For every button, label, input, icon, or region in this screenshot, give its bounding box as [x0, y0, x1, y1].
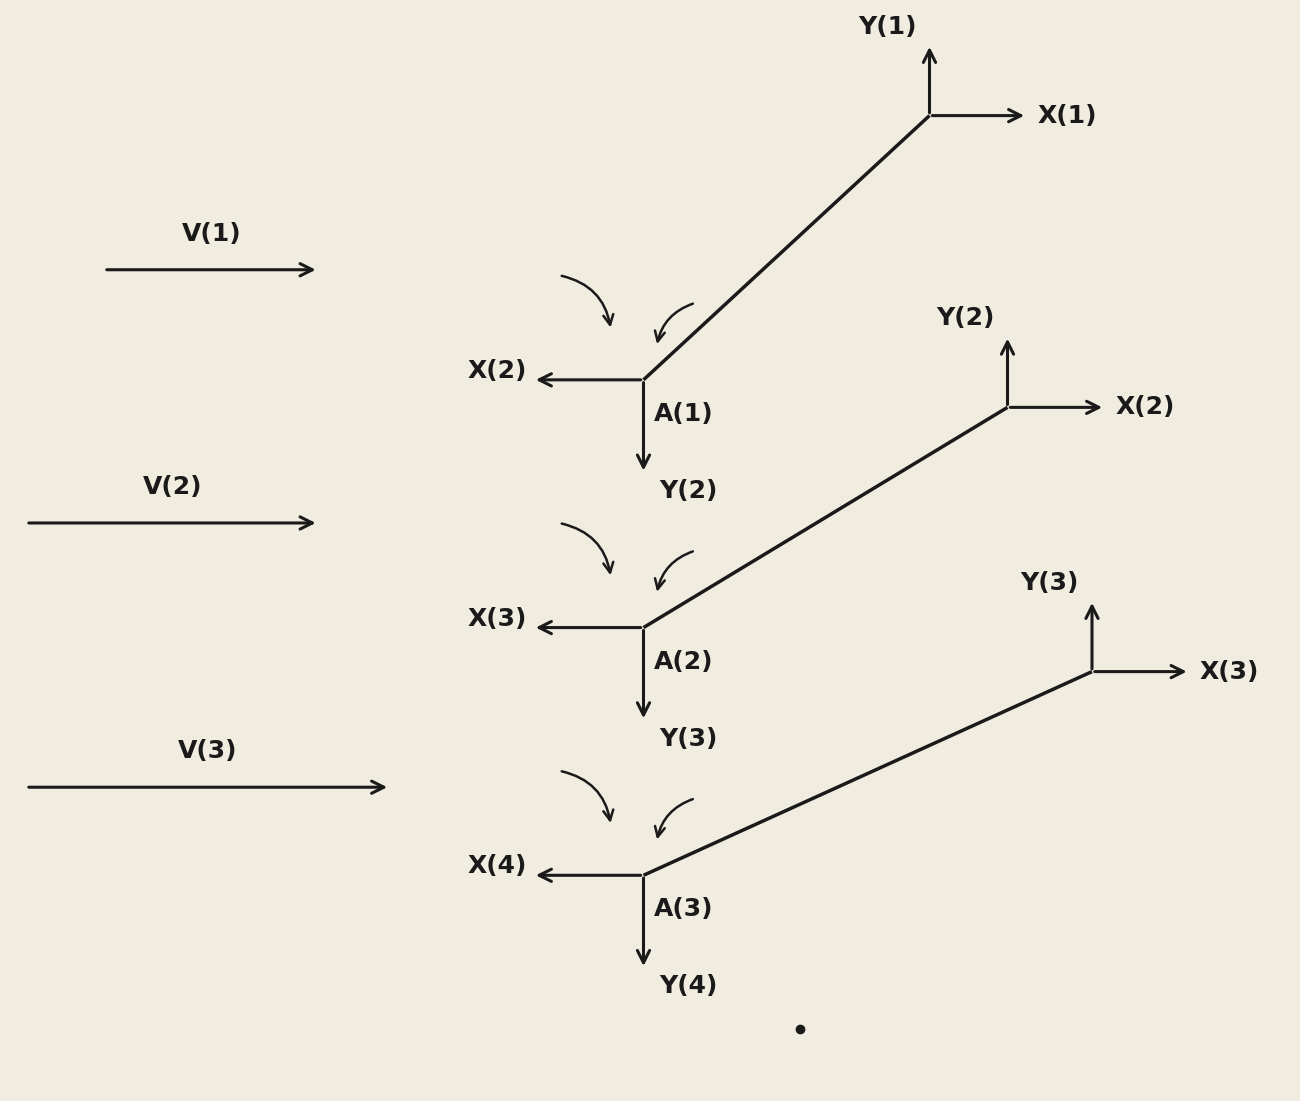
Text: X(4): X(4)	[467, 854, 526, 879]
Text: X(3): X(3)	[1200, 659, 1260, 684]
Text: Y(2): Y(2)	[936, 306, 994, 330]
Text: Y(3): Y(3)	[1020, 570, 1079, 595]
Text: X(1): X(1)	[1037, 103, 1097, 128]
Text: X(3): X(3)	[467, 607, 526, 631]
Text: A(3): A(3)	[654, 897, 714, 922]
Text: V(1): V(1)	[182, 221, 240, 246]
Text: V(2): V(2)	[143, 475, 202, 499]
Text: X(2): X(2)	[1115, 395, 1175, 419]
Text: X(2): X(2)	[467, 359, 526, 383]
Text: Y(1): Y(1)	[858, 14, 916, 39]
Text: V(3): V(3)	[178, 739, 238, 763]
Text: A(1): A(1)	[654, 402, 714, 426]
Text: Y(2): Y(2)	[659, 479, 718, 503]
Text: Y(3): Y(3)	[659, 727, 718, 751]
Text: A(2): A(2)	[654, 650, 714, 674]
Text: Y(4): Y(4)	[659, 974, 718, 999]
